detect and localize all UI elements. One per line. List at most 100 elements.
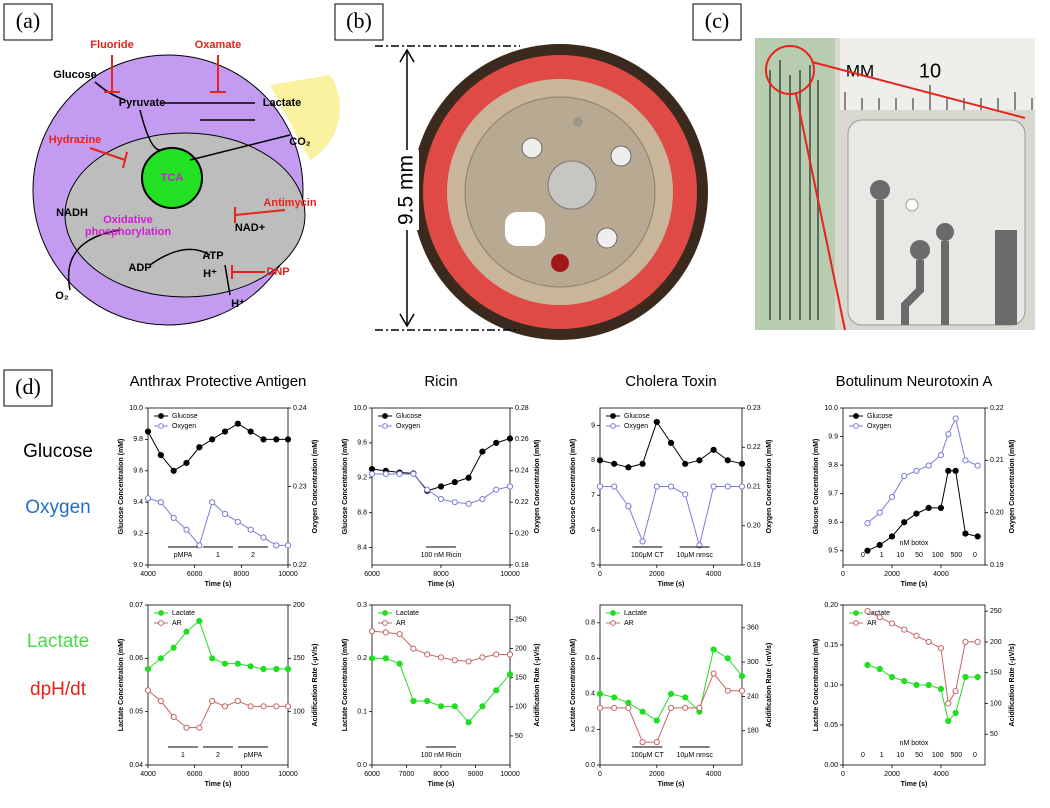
x-tick-label: 9000 [468, 771, 484, 778]
y2-tick-label: 0.22 [293, 562, 307, 569]
x-axis-label: Time (s) [658, 581, 685, 588]
data-point [696, 457, 703, 464]
data-point [368, 470, 376, 478]
sensor-photo: 9.5 mm [375, 44, 708, 340]
data-point [913, 510, 920, 517]
data-point [451, 499, 458, 506]
y-tick-label: 9.6 [133, 468, 143, 475]
data-point [937, 452, 945, 459]
x-tick-label: 8000 [234, 771, 250, 778]
y-tick-label: 9.5 [828, 548, 838, 555]
data-point [611, 694, 618, 701]
legend-label: Lactate [624, 610, 647, 617]
data-point [682, 694, 689, 701]
annotation: 1 [216, 552, 220, 559]
data-point [653, 483, 660, 490]
y2-tick-label: 0.20 [747, 523, 761, 530]
data-point [221, 428, 229, 435]
inhibitor: DNP [266, 266, 289, 278]
legend-marker [382, 423, 388, 429]
data-point [196, 617, 203, 625]
data-point [479, 448, 486, 455]
data-point [888, 533, 896, 540]
annotation: 1 [880, 552, 884, 559]
cell-diagram: Fluoride Oxamate Glucose Pyruvate Lactat… [32, 39, 340, 326]
legend-label: Glucose [624, 413, 650, 420]
x-tick-label: 6000 [364, 771, 380, 778]
legend-marker [158, 413, 164, 419]
annotation: 0 [973, 752, 977, 759]
y2-axis-label: Oxygen Concentration (mM) [312, 440, 319, 534]
y-tick-label: 10.0 [353, 405, 367, 412]
data-point [962, 457, 969, 464]
metabolite: Pyruvate [119, 97, 165, 109]
data-point [465, 719, 472, 726]
x-tick-label: 4000 [706, 771, 722, 778]
metabolite: ATP [202, 250, 223, 262]
legend-label: Oxygen [624, 423, 648, 430]
metabolite: Glucose [53, 69, 96, 81]
x-tick-label: 8000 [234, 571, 250, 578]
data-point [284, 703, 292, 710]
y2-tick-label: 0.18 [515, 562, 529, 569]
legend-label: AR [396, 620, 406, 627]
data-point [170, 644, 177, 651]
data-point [157, 697, 164, 705]
x-tick-label: 8000 [433, 771, 449, 778]
x-tick-label: 0 [598, 571, 602, 578]
legend-label: Glucose [396, 413, 422, 420]
data-point [396, 470, 403, 478]
y-tick-label: 9.8 [828, 462, 838, 469]
data-point [876, 509, 883, 516]
y-tick-label: 0.2 [585, 726, 595, 733]
x-axis-label: Time (s) [428, 781, 455, 788]
data-point [952, 709, 959, 717]
data-point [493, 486, 500, 493]
legend-marker [610, 423, 616, 429]
data-point [493, 439, 500, 446]
metabolite: CO₂ [289, 136, 311, 148]
data-point [667, 704, 675, 711]
x-tick-label: 0 [841, 571, 845, 578]
data-point [183, 459, 190, 467]
label-box [3, 369, 53, 407]
legend-marker [610, 610, 616, 616]
y2-tick-label: 0.24 [515, 468, 529, 475]
data-point [247, 526, 254, 533]
legend-marker [853, 610, 859, 616]
data-point [710, 646, 717, 653]
data-point [493, 687, 500, 694]
legend-label: Glucose [867, 413, 893, 420]
y2-tick-label: 200 [293, 602, 305, 609]
data-point [424, 486, 431, 493]
x-tick-label: 4000 [140, 771, 156, 778]
data-point [437, 654, 445, 661]
x-axis-label: Time (s) [205, 781, 232, 788]
y2-tick-label: 240 [747, 693, 759, 700]
data-point [888, 673, 896, 681]
y-tick-label: 0.05 [129, 709, 143, 716]
panel-label: (d) [15, 374, 41, 399]
data-point [157, 499, 164, 506]
data-point [724, 687, 731, 694]
y-tick-label: 9 [591, 422, 595, 429]
x-tick-label: 2000 [884, 571, 900, 578]
data-point [952, 467, 959, 474]
y2-tick-label: 0.19 [990, 562, 1004, 569]
legend-label: AR [624, 620, 634, 627]
x-tick-label: 2000 [649, 771, 665, 778]
y-tick-label: 10.0 [824, 405, 838, 412]
annotation: 100 [932, 752, 944, 759]
x-axis-label: Time (s) [901, 581, 928, 588]
data-point [260, 703, 267, 710]
y-tick-label: 0.8 [585, 620, 595, 627]
x-tick-label: 4000 [706, 571, 722, 578]
y-tick-label: 10.0 [129, 405, 143, 412]
annotation: 2 [216, 752, 220, 759]
y-tick-label: 0.05 [824, 722, 838, 729]
y-tick-label: 9.9 [828, 433, 838, 440]
data-point [625, 503, 632, 510]
data-point [667, 439, 675, 446]
row-label: Lactate [27, 631, 89, 652]
y2-tick-label: 0.22 [990, 405, 1004, 412]
